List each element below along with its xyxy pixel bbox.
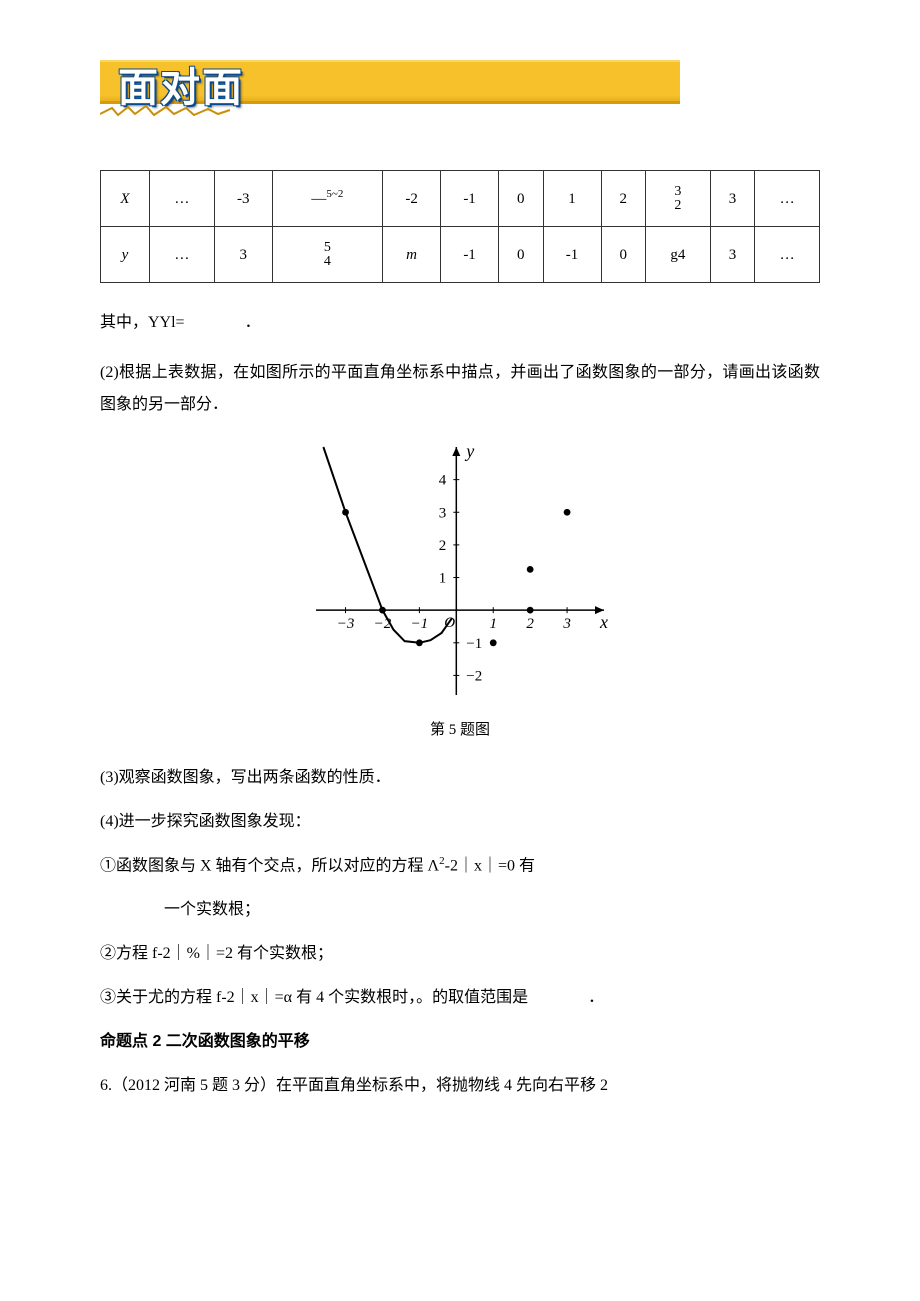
banner-scribble-decoration: [100, 104, 240, 118]
svg-text:−1: −1: [466, 636, 482, 652]
chart-container: −3 −2 −1 1 2 3 1 2 3 4 −1 −2 Ox y: [100, 441, 820, 710]
svg-text:4: 4: [439, 473, 447, 489]
svg-text:1: 1: [439, 571, 447, 587]
svg-text:O: O: [444, 615, 455, 631]
svg-text:−2: −2: [374, 616, 392, 632]
cell: m: [383, 227, 441, 283]
question-4-1-cont: 一个实数根；: [100, 894, 820, 926]
cell: …: [150, 227, 215, 283]
cell: …: [755, 171, 820, 227]
header-banner: 面对面: [100, 60, 680, 120]
cell: 2: [601, 171, 645, 227]
cell: -3: [214, 171, 272, 227]
topic-heading: 命题点 2 二次函数图象的平移: [100, 1026, 820, 1058]
question-6: 6.（2012 河南 5 题 3 分）在平面直角坐标系中，将抛物线 4 先向右平…: [100, 1070, 820, 1102]
svg-text:y: y: [464, 441, 474, 461]
chart-caption: 第 5 题图: [100, 718, 820, 742]
cell: 3: [710, 171, 754, 227]
data-table: X … -3 —5~2 -2 -1 0 1 2 32 3 … y … 3 54 …: [100, 170, 820, 283]
question-2: (2)根据上表数据，在如图所示的平面直角坐标系中描点，并画出了函数图象的一部分，…: [100, 357, 820, 421]
cell: 0: [601, 227, 645, 283]
cell: …: [755, 227, 820, 283]
svg-text:−2: −2: [466, 668, 482, 684]
table-row: X … -3 —5~2 -2 -1 0 1 2 32 3 …: [101, 171, 820, 227]
cell: —5~2: [272, 171, 382, 227]
svg-text:2: 2: [526, 616, 534, 632]
cell: 54: [272, 227, 382, 283]
cell: -1: [441, 227, 499, 283]
cell-y-header: y: [101, 227, 150, 283]
question-4-1: ①函数图象与 X 轴有个交点，所以对应的方程 Λ2-2｜x｜=0 有: [100, 850, 820, 882]
cell: -2: [383, 171, 441, 227]
cell: 0: [499, 227, 543, 283]
svg-text:−1: −1: [411, 616, 429, 632]
question-4-3: ③关于尤的方程 f-2｜x｜=α 有 4 个实数根时，。的取值范围是．: [100, 982, 820, 1014]
svg-text:3: 3: [439, 505, 447, 521]
question-4-2: ②方程 f-2｜%｜=2 有个实数根；: [100, 938, 820, 970]
cell: 3: [710, 227, 754, 283]
svg-text:1: 1: [489, 616, 497, 632]
cell: g4: [645, 227, 710, 283]
question-4: (4)进一步探究函数图象发现：: [100, 806, 820, 838]
cell: 3: [214, 227, 272, 283]
cell: -1: [543, 227, 601, 283]
svg-text:3: 3: [562, 616, 571, 632]
svg-text:2: 2: [439, 538, 447, 554]
cell: 32: [645, 171, 710, 227]
cell: 1: [543, 171, 601, 227]
cell: …: [150, 171, 215, 227]
svg-text:x: x: [599, 612, 608, 632]
table-row: y … 3 54 m -1 0 -1 0 g4 3 …: [101, 227, 820, 283]
svg-text:−3: −3: [337, 616, 355, 632]
cell-x-header: X: [101, 171, 150, 227]
cell: 0: [499, 171, 543, 227]
cell: -1: [441, 171, 499, 227]
question-3: (3)观察函数图象，写出两条函数的性质．: [100, 762, 820, 794]
line-m-equals: 其中，YYl=．: [100, 307, 820, 339]
function-graph: −3 −2 −1 1 2 3 1 2 3 4 −1 −2 Ox y: [310, 441, 610, 701]
